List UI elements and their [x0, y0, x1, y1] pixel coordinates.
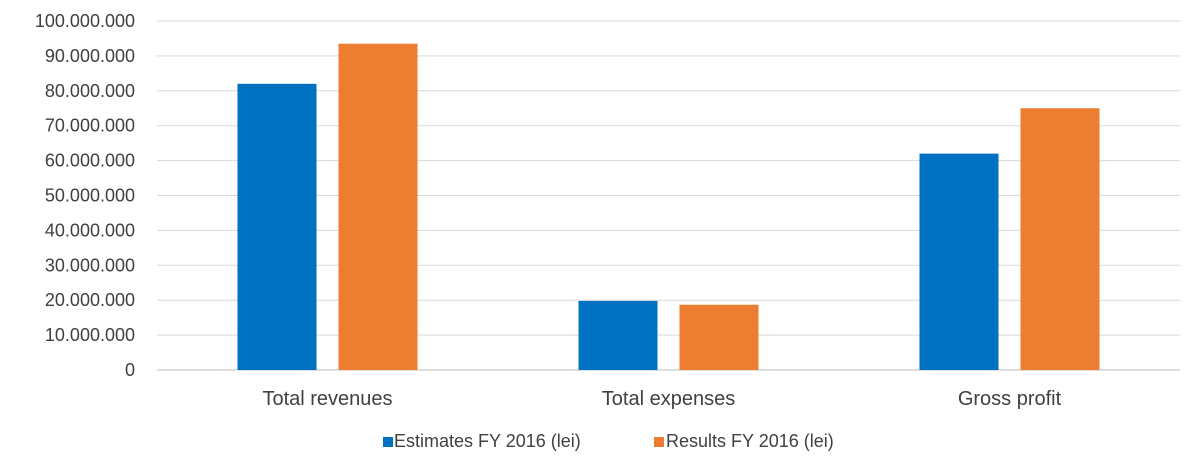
- y-tick-label: 0: [125, 360, 135, 380]
- bar-series-0-total-revenues: [237, 83, 317, 370]
- y-tick-label: 80.000.000: [45, 81, 135, 101]
- bar-series-1-gross-profit: [1020, 108, 1100, 370]
- y-tick-label: 20.000.000: [45, 290, 135, 310]
- bar-series-1-total-expenses: [679, 304, 759, 370]
- x-axis-category-labels: Total revenues Total expenses Gross profit: [262, 388, 1061, 410]
- legend-swatch: [383, 437, 393, 447]
- y-tick-label: 30.000.000: [45, 255, 135, 275]
- y-tick-label: 40.000.000: [45, 220, 135, 240]
- legend: Estimates FY 2016 (lei) Results FY 2016 (…: [383, 431, 834, 451]
- legend-label: Results FY 2016 (lei): [666, 431, 834, 451]
- gridlines: [157, 20, 1180, 371]
- y-tick-label: 60.000.000: [45, 151, 135, 171]
- y-axis-tick-labels: 0 10.000.000 20.000.000 30.000.000 40.000.00…: [35, 11, 135, 380]
- bars: [237, 43, 1100, 371]
- x-category-label: Total expenses: [602, 388, 735, 410]
- y-tick-label: 100.000.000: [35, 11, 135, 31]
- y-tick-label: 50.000.000: [45, 186, 135, 206]
- bar-series-1-total-revenues: [338, 43, 418, 371]
- x-category-label: Total revenues: [262, 388, 392, 410]
- y-tick-label: 70.000.000: [45, 116, 135, 136]
- bar-series-0-total-expenses: [578, 300, 658, 370]
- y-tick-label: 90.000.000: [45, 46, 135, 66]
- x-category-label: Gross profit: [958, 388, 1062, 410]
- bar-series-0-gross-profit: [919, 153, 999, 370]
- legend-swatch: [654, 437, 664, 447]
- y-tick-label: 10.000.000: [45, 325, 135, 345]
- legend-label: Estimates FY 2016 (lei): [394, 431, 581, 451]
